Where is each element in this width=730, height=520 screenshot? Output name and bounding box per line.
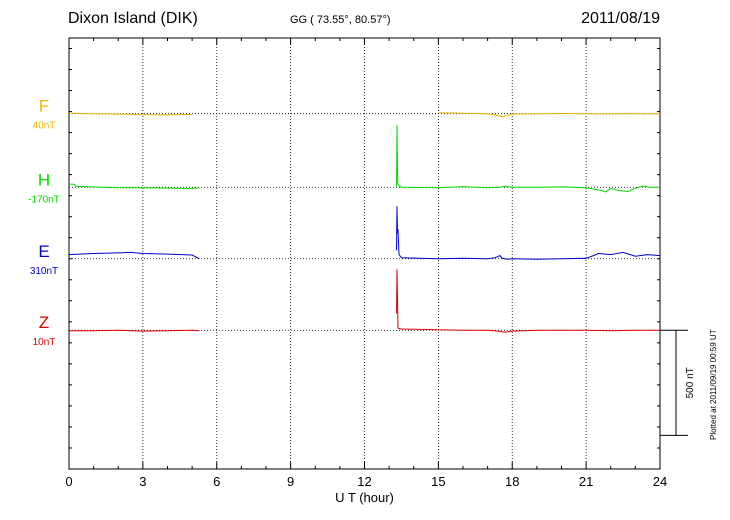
series-baseline-label-e: 310nT bbox=[30, 266, 58, 277]
plotted-at-note: Plotted at 2011/09/19 00:59 UT bbox=[709, 329, 718, 440]
x-tick-label: 15 bbox=[431, 474, 445, 489]
x-tick-label: 12 bbox=[357, 474, 371, 489]
series-line-e bbox=[68, 206, 661, 260]
x-tick-label: 3 bbox=[139, 474, 146, 489]
x-axis-label: U T (hour) bbox=[335, 490, 394, 505]
x-tick-label: 6 bbox=[213, 474, 220, 489]
series-name-e: E bbox=[38, 242, 49, 261]
series-name-h: H bbox=[38, 170, 50, 189]
x-tick-label: 24 bbox=[653, 474, 667, 489]
series-line-z bbox=[69, 269, 660, 333]
x-tick-label: 21 bbox=[579, 474, 593, 489]
series-baseline-label-z: 10nT bbox=[33, 337, 56, 348]
x-tick-label: 18 bbox=[505, 474, 519, 489]
series-line-h bbox=[68, 125, 660, 193]
station-coordinates: GG ( 73.55°, 80.57°) bbox=[290, 14, 391, 26]
x-tick-label: 0 bbox=[65, 474, 72, 489]
scale-bar-label: 500 nT bbox=[685, 367, 696, 398]
station-title: Dixon Island (DIK) bbox=[68, 10, 198, 27]
series-line-f bbox=[68, 112, 660, 118]
series-name-f: F bbox=[39, 97, 49, 116]
series-baseline-label-f: 40nT bbox=[33, 121, 56, 132]
series-baseline-label-h: -170nT bbox=[28, 194, 60, 205]
chart-date: 2011/08/19 bbox=[581, 10, 660, 27]
x-tick-label: 9 bbox=[287, 474, 294, 489]
series-name-z: Z bbox=[39, 313, 49, 332]
